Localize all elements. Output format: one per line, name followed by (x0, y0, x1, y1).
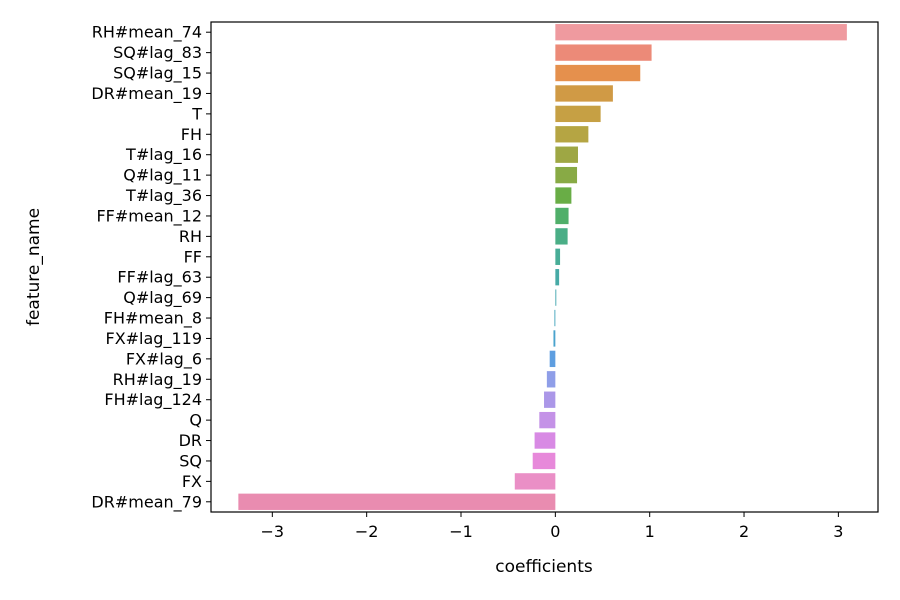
bar-dr-mean-79 (238, 493, 556, 510)
y-tick-label: SQ#lag_15 (113, 64, 202, 84)
x-tick-label: −3 (261, 522, 285, 541)
y-tick-label: FH#lag_124 (104, 390, 202, 410)
y-tick-label: RH#lag_19 (113, 370, 202, 390)
x-axis-label: coefficients (495, 557, 593, 577)
bar-dr-mean-19 (555, 85, 613, 102)
x-ticks-group: −3 −2 −1 0 1 2 3 (261, 512, 843, 541)
bar-fx-lag-119 (553, 330, 556, 347)
y-tick-label: T#lag_36 (125, 186, 202, 206)
y-tick-label: FX#lag_119 (105, 329, 202, 349)
y-ticks-group: RH#mean_74SQ#lag_83SQ#lag_15DR#mean_19TF… (91, 23, 211, 512)
bar-t-lag-36 (555, 187, 572, 204)
x-tick-label: −2 (355, 522, 379, 541)
y-tick-label: FF#mean_12 (96, 206, 202, 226)
bar-fh-mean-8 (554, 309, 556, 327)
y-tick-label: SQ (179, 451, 202, 470)
y-axis-label: feature_name (24, 208, 44, 326)
x-tick-label: −1 (449, 522, 473, 541)
bar-fh (555, 126, 589, 143)
bar-t-lag-16 (555, 146, 578, 163)
axes-frame (210, 21, 879, 513)
bar-q-lag-69 (555, 289, 557, 306)
y-tick-label: Q#lag_11 (123, 166, 202, 186)
bar-fx (514, 473, 556, 490)
bar-sq-lag-83 (555, 44, 652, 61)
bar-q-lag-11 (555, 166, 578, 184)
bar-rh-lag-19 (546, 371, 556, 388)
bar-ff-mean-12 (555, 207, 569, 225)
y-tick-label: DR#mean_79 (91, 492, 202, 512)
bar-sq (532, 452, 556, 470)
y-tick-label: DR#mean_19 (91, 84, 202, 104)
y-tick-label: FH (181, 125, 202, 144)
y-tick-label: T (191, 104, 202, 123)
x-tick-label: 3 (833, 522, 843, 541)
y-tick-label: FX#lag_6 (126, 349, 202, 369)
y-tick-label: Q (189, 411, 202, 430)
bar-fh-lag-124 (544, 391, 556, 408)
y-tick-label: FF#lag_63 (117, 268, 202, 288)
y-tick-label: T#lag_16 (125, 145, 202, 165)
bar-rh (555, 228, 568, 245)
y-tick-label: Q#lag_69 (123, 288, 202, 308)
y-tick-label: RH (179, 227, 202, 246)
bar-sq-lag-15 (555, 64, 641, 82)
y-tick-label: FF (184, 247, 202, 266)
y-tick-label: DR (179, 431, 202, 450)
bars-group (238, 24, 847, 510)
bar-fx-lag-6 (549, 350, 556, 368)
bar-ff (555, 248, 561, 265)
bar-rh-mean-74 (555, 24, 847, 41)
y-tick-label: RH#mean_74 (92, 23, 202, 43)
bar-dr (534, 432, 556, 449)
y-tick-label: SQ#lag_83 (113, 43, 202, 63)
x-tick-label: 1 (645, 522, 655, 541)
bar-q (539, 411, 556, 429)
y-tick-label: FX (182, 472, 202, 491)
bar-ff-lag-63 (555, 269, 560, 286)
x-tick-label: 2 (739, 522, 749, 541)
bar-t (555, 105, 601, 123)
x-tick-label: 0 (550, 522, 560, 541)
y-tick-label: FH#mean_8 (104, 309, 202, 329)
